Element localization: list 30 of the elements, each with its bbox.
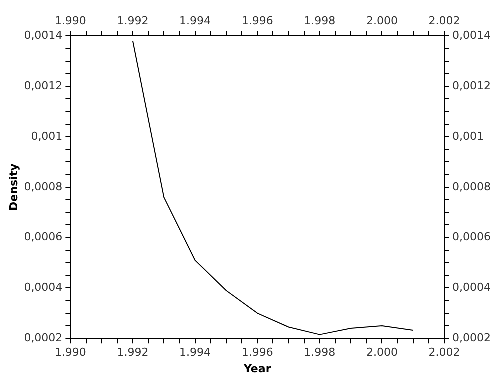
y2-tick-label: 0,0014: [452, 29, 492, 42]
x2-tick-label: 1.990: [54, 14, 86, 28]
y2-tick-label: 0,0002: [452, 331, 492, 344]
y-axis-title: Density: [7, 164, 20, 211]
x2-tick-label: 1.992: [117, 14, 149, 28]
x2-tick-label: 2.002: [428, 14, 460, 28]
x-axis-title: Year: [242, 362, 272, 376]
y-tick-label: 0,0002: [24, 331, 63, 344]
x-tick-label: 2.000: [366, 346, 398, 360]
x-tick-label: 2.002: [428, 346, 460, 360]
y-tick-label: 0,0012: [24, 79, 63, 92]
y-tick-label: 0,0008: [24, 180, 63, 194]
y2-tick-label: 0,001: [452, 130, 484, 143]
x-tick-label: 1.996: [242, 346, 274, 360]
y-tick-label: 0,001: [31, 130, 63, 143]
x2-tick-label: 1.996: [242, 14, 274, 28]
x2-tick-label: 1.994: [180, 14, 212, 28]
x2-tick-label: 2.000: [366, 14, 398, 28]
x-tick-label: 1.998: [304, 346, 336, 360]
y-tick-label: 0,0004: [24, 281, 63, 294]
y2-tick-label: 0,0012: [452, 79, 492, 92]
x2-tick-label: 1.998: [304, 14, 336, 28]
x-tick-label: 1.994: [180, 346, 212, 360]
y-tick-label: 0,0014: [24, 29, 63, 42]
y2-tick-label: 0,0008: [452, 180, 492, 194]
x-tick-label: 1.990: [54, 346, 86, 360]
y-tick-label: 0,0006: [24, 230, 63, 244]
y2-tick-label: 0,0004: [452, 281, 492, 294]
x-tick-label: 1.992: [117, 346, 149, 360]
y2-tick-label: 0,0006: [452, 230, 492, 244]
